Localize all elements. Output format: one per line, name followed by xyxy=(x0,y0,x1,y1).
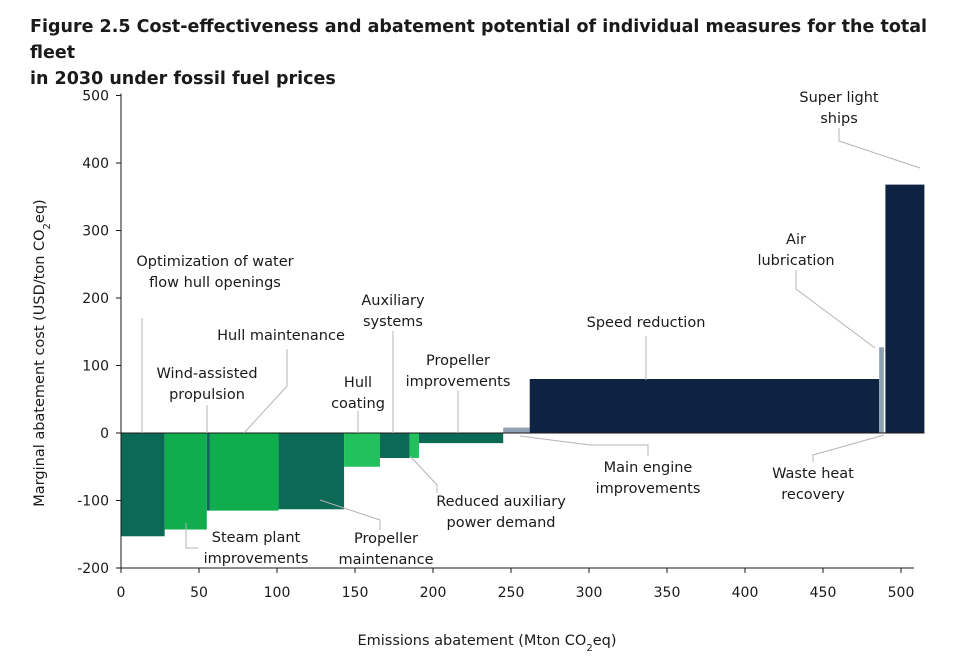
annotation-label-9: Super light ships xyxy=(799,90,879,127)
y-tick-label: 200 xyxy=(82,291,109,307)
bar-12 xyxy=(879,347,884,433)
x-tick-label: 0 xyxy=(117,585,126,601)
annotation-label-5: Auxiliary systems xyxy=(361,293,425,330)
x-tick-label: 500 xyxy=(888,585,915,601)
x-tick-label: 50 xyxy=(190,585,208,601)
annotation-label-8: Air lubrication xyxy=(757,232,834,269)
leader-line-12 xyxy=(409,455,438,493)
annotation-label-12: Reduced auxiliary power demand xyxy=(436,494,566,531)
bar-5 xyxy=(278,433,345,510)
bar-6 xyxy=(344,433,380,467)
annotation-label-7: Speed reduction xyxy=(587,315,706,331)
title-line-1: Figure 2.5 Cost-effectiveness and abatem… xyxy=(30,17,928,63)
bar-3 xyxy=(206,433,210,511)
annotation-label-2: Wind-assisted propulsion xyxy=(156,366,257,403)
leader-line-13 xyxy=(519,435,649,456)
x-tick-label: 300 xyxy=(576,585,603,601)
y-tick-label: 300 xyxy=(82,224,109,240)
annotation-label-4: Hull coating xyxy=(331,375,385,412)
x-tick-label: 200 xyxy=(420,585,447,601)
bar-7 xyxy=(379,433,410,458)
y-axis-label: Marginal abatement cost (USD/ton CO2eq) xyxy=(32,199,53,506)
y-tick-label: 100 xyxy=(82,359,109,375)
annotation-label-11: Propeller maintenance xyxy=(339,531,434,568)
x-tick-label: 400 xyxy=(732,585,759,601)
bar-2 xyxy=(164,433,207,530)
leader-line-3 xyxy=(243,349,288,434)
x-axis-label: Emissions abatement (Mton CO2eq) xyxy=(357,633,616,654)
annotation-label-14: Waste heat recovery xyxy=(772,466,854,503)
x-tick-label: 450 xyxy=(810,585,837,601)
annotation-label-1: Optimization of water flow hull openings xyxy=(136,254,293,291)
annotation-label-6: Propeller improvements xyxy=(406,353,511,390)
leader-line-11 xyxy=(319,499,381,530)
bar-9 xyxy=(418,433,504,444)
figure-title: Figure 2.5 Cost-effectiveness and abatem… xyxy=(30,14,930,92)
x-tick-label: 350 xyxy=(654,585,681,601)
annotation-label-10: Steam plant improvements xyxy=(204,530,309,567)
bar-14 xyxy=(885,184,925,433)
x-tick-label: 100 xyxy=(264,585,291,601)
leader-line-8 xyxy=(795,270,876,349)
annotation-label-3: Hull maintenance xyxy=(217,328,345,344)
y-tick-label: 0 xyxy=(100,426,109,442)
title-line-2: in 2030 under fossil fuel prices xyxy=(30,69,336,89)
y-tick-label: -100 xyxy=(77,494,109,510)
bar-8 xyxy=(409,433,419,458)
bar-4 xyxy=(209,433,279,511)
leader-line-14 xyxy=(812,434,885,462)
bar-10 xyxy=(503,427,530,433)
x-tick-label: 150 xyxy=(342,585,369,601)
leader-line-10 xyxy=(185,523,198,549)
bar-11 xyxy=(529,379,880,433)
x-tick-label: 250 xyxy=(498,585,525,601)
y-tick-label: 500 xyxy=(82,89,109,105)
y-tick-label: -200 xyxy=(77,561,109,577)
annotation-label-13: Main engine improvements xyxy=(596,460,701,497)
y-tick-label: 400 xyxy=(82,156,109,172)
bar-1 xyxy=(121,433,165,537)
leader-line-9 xyxy=(838,128,921,169)
